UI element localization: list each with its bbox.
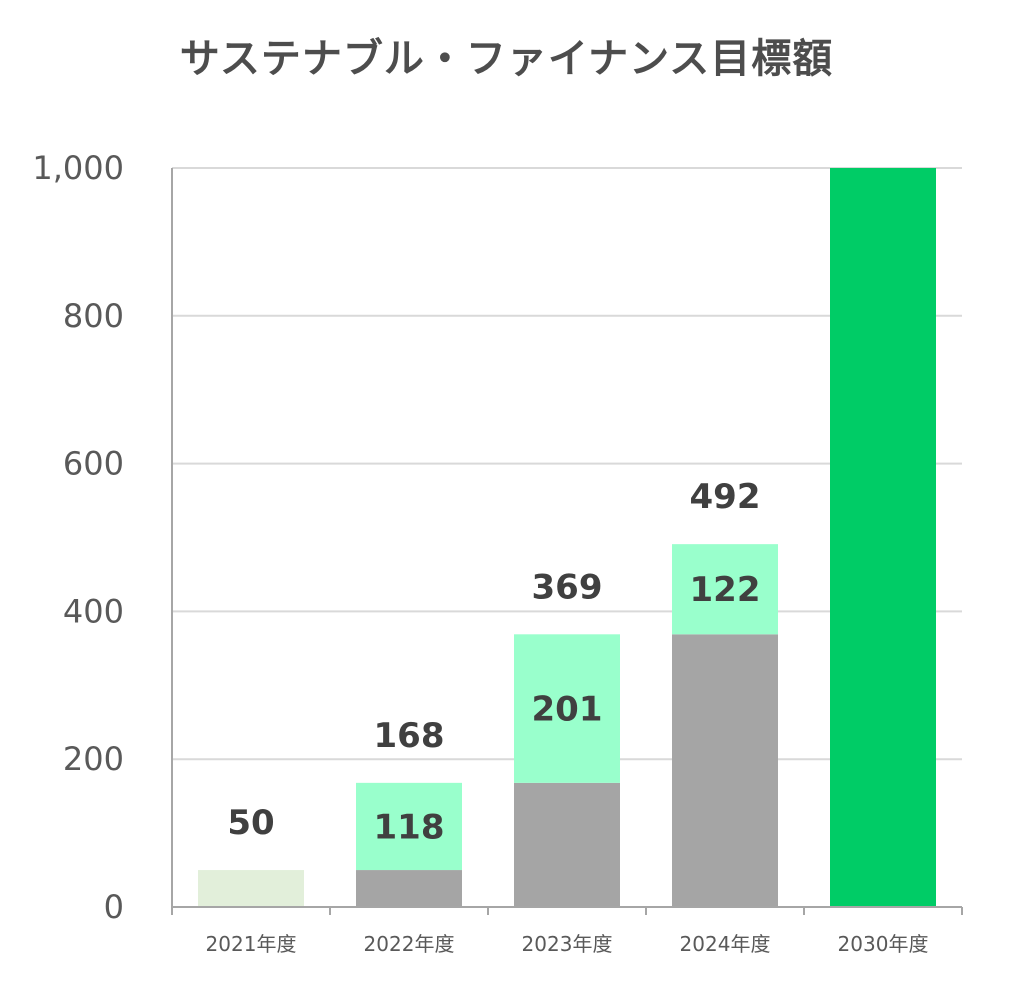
chart-title: サステナブル・ファイナンス目標額	[179, 36, 834, 82]
y-tick-label: 400	[63, 592, 124, 630]
total-data-label: 369	[532, 567, 603, 607]
increment-data-label: 201	[532, 690, 603, 730]
x-tick-label: 2023年度	[522, 932, 613, 956]
total-data-label: 168	[374, 716, 445, 756]
bar-segment	[830, 168, 936, 907]
bar-segment	[356, 782, 462, 871]
y-tick-label: 800	[63, 297, 124, 335]
y-tick-label: 200	[63, 740, 124, 778]
y-tick-label: 600	[63, 445, 124, 483]
bar-segment	[514, 782, 620, 907]
increment-data-label: 122	[690, 570, 761, 610]
bar-segment	[672, 544, 778, 635]
bar-segment	[198, 870, 304, 907]
total-data-label: 50	[227, 803, 274, 843]
x-tick-label: 2021年度	[206, 932, 297, 956]
bar-segment	[514, 634, 620, 783]
x-tick-label: 2022年度	[364, 932, 455, 956]
total-data-label: 492	[690, 477, 761, 517]
y-tick-label: 0	[104, 888, 124, 926]
y-tick-label: 1,000	[32, 149, 124, 187]
increment-data-label: 118	[374, 807, 445, 847]
bar-segment	[672, 634, 778, 907]
x-tick-label: 2030年度	[838, 932, 929, 956]
bar-segment	[356, 870, 462, 907]
x-tick-label: 2024年度	[680, 932, 771, 956]
